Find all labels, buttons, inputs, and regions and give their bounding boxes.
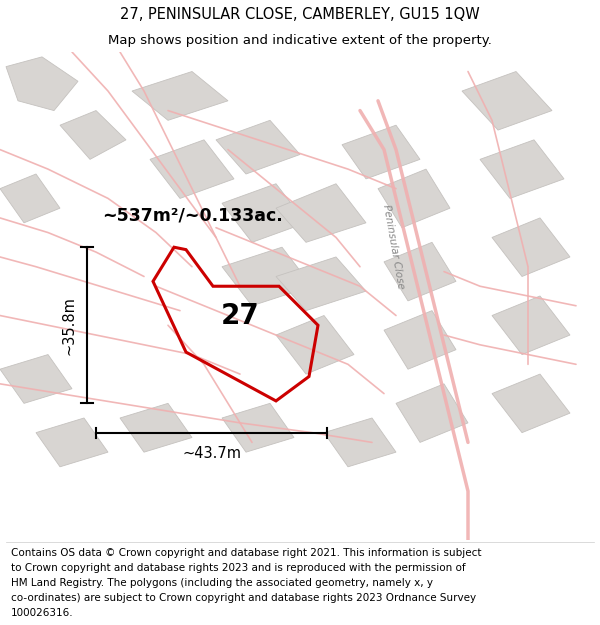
Text: ~537m²/~0.133ac.: ~537m²/~0.133ac.: [101, 206, 283, 224]
Polygon shape: [480, 140, 564, 198]
Text: 27: 27: [221, 302, 259, 330]
Text: co-ordinates) are subject to Crown copyright and database rights 2023 Ordnance S: co-ordinates) are subject to Crown copyr…: [11, 593, 476, 603]
Polygon shape: [36, 418, 108, 467]
Polygon shape: [150, 140, 234, 198]
Polygon shape: [492, 374, 570, 432]
Polygon shape: [396, 384, 468, 442]
Polygon shape: [492, 218, 570, 276]
Polygon shape: [378, 169, 450, 228]
Polygon shape: [0, 174, 60, 222]
Text: Peninsular Close: Peninsular Close: [380, 204, 406, 290]
Polygon shape: [384, 242, 456, 301]
Polygon shape: [132, 71, 228, 121]
Polygon shape: [342, 125, 420, 179]
Polygon shape: [324, 418, 396, 467]
Text: ~35.8m: ~35.8m: [62, 296, 77, 355]
Text: 100026316.: 100026316.: [11, 608, 73, 618]
Polygon shape: [462, 71, 552, 130]
Polygon shape: [0, 354, 72, 403]
Text: HM Land Registry. The polygons (including the associated geometry, namely x, y: HM Land Registry. The polygons (includin…: [11, 578, 433, 588]
Text: 27, PENINSULAR CLOSE, CAMBERLEY, GU15 1QW: 27, PENINSULAR CLOSE, CAMBERLEY, GU15 1Q…: [120, 7, 480, 22]
Polygon shape: [492, 296, 570, 354]
Text: to Crown copyright and database rights 2023 and is reproduced with the permissio: to Crown copyright and database rights 2…: [11, 563, 466, 573]
Text: ~43.7m: ~43.7m: [182, 446, 241, 461]
Polygon shape: [276, 316, 354, 374]
Polygon shape: [216, 121, 300, 174]
Text: Contains OS data © Crown copyright and database right 2021. This information is : Contains OS data © Crown copyright and d…: [11, 549, 481, 559]
Polygon shape: [120, 403, 192, 452]
Polygon shape: [6, 57, 78, 111]
Text: Map shows position and indicative extent of the property.: Map shows position and indicative extent…: [108, 34, 492, 47]
Polygon shape: [222, 184, 306, 242]
Polygon shape: [222, 403, 294, 452]
Polygon shape: [276, 257, 366, 311]
Polygon shape: [60, 111, 126, 159]
Polygon shape: [384, 311, 456, 369]
Polygon shape: [276, 184, 366, 242]
Polygon shape: [222, 248, 312, 306]
